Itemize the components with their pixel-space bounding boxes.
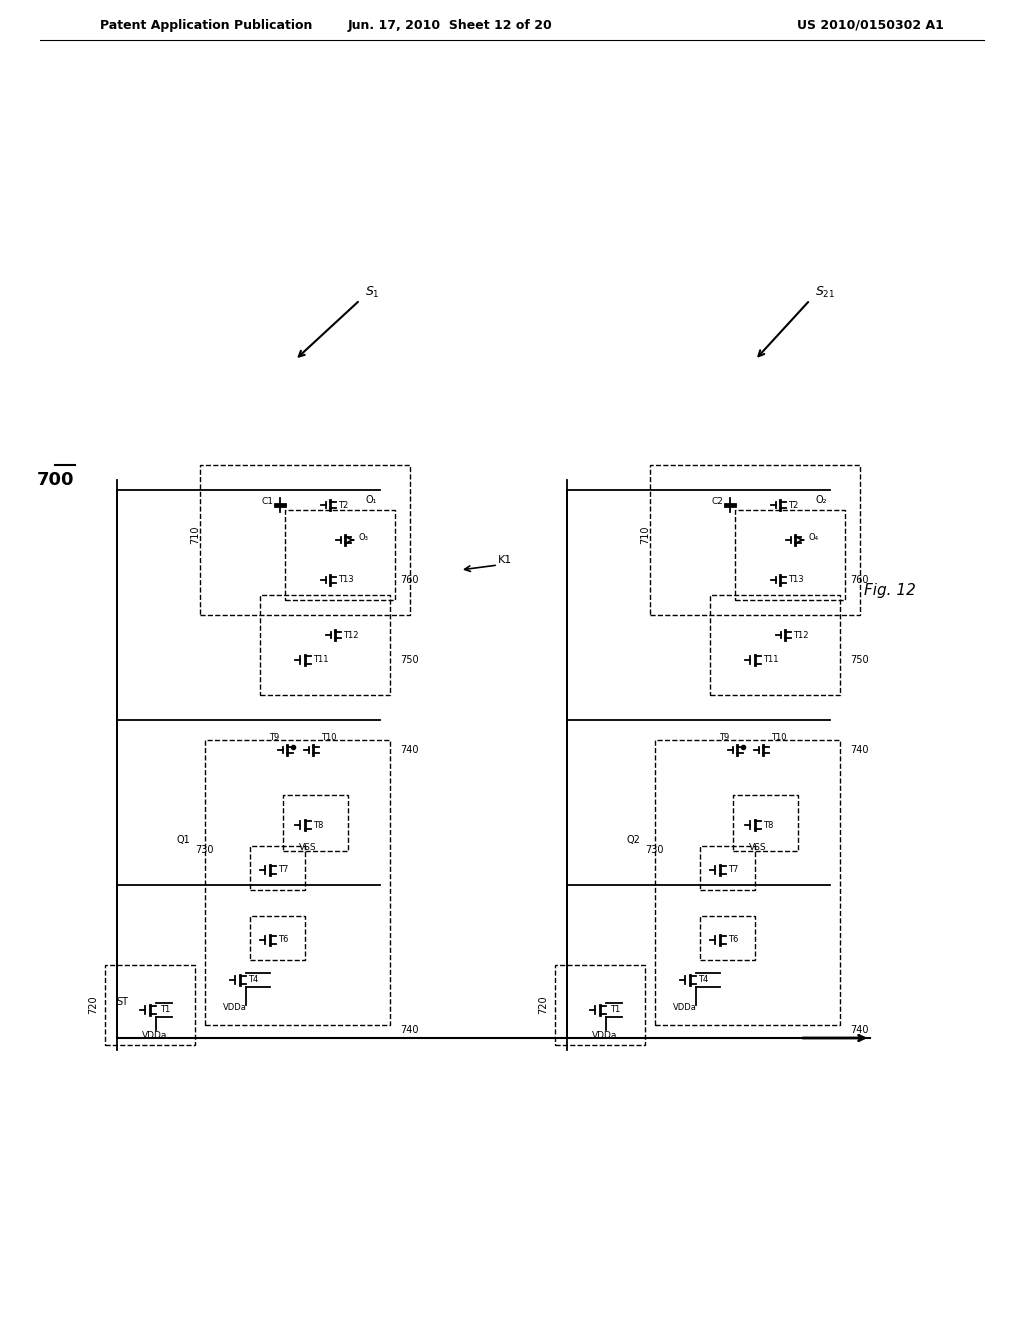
Text: 740: 740 xyxy=(400,1026,419,1035)
Text: 740: 740 xyxy=(850,1026,868,1035)
Text: VSS: VSS xyxy=(750,843,767,853)
Text: T11: T11 xyxy=(763,656,778,664)
Text: T13: T13 xyxy=(338,576,353,585)
Bar xyxy=(105,965,195,1045)
Bar xyxy=(250,916,305,960)
Text: T8: T8 xyxy=(313,821,324,829)
Text: 730: 730 xyxy=(195,845,213,855)
Text: T11: T11 xyxy=(313,656,329,664)
Text: T1: T1 xyxy=(160,1006,170,1015)
Text: 710: 710 xyxy=(640,525,650,544)
Text: T4: T4 xyxy=(248,975,258,985)
Text: VDDa: VDDa xyxy=(223,1003,247,1012)
Text: T8: T8 xyxy=(763,821,773,829)
Text: T7: T7 xyxy=(278,866,289,874)
Text: T9: T9 xyxy=(719,734,729,742)
Text: 700: 700 xyxy=(36,471,74,488)
Text: T6: T6 xyxy=(278,936,289,945)
Text: T1: T1 xyxy=(610,1006,621,1015)
Bar xyxy=(655,741,840,1026)
Text: VDDa: VDDa xyxy=(142,1031,168,1040)
Text: VDDa: VDDa xyxy=(673,1003,697,1012)
Bar xyxy=(700,846,755,890)
Text: T4: T4 xyxy=(698,975,709,985)
Text: 730: 730 xyxy=(645,845,664,855)
Text: Fig. 12: Fig. 12 xyxy=(864,582,915,598)
Bar xyxy=(260,595,390,696)
Text: T13: T13 xyxy=(788,576,804,585)
Text: 720: 720 xyxy=(538,995,548,1014)
Bar xyxy=(555,965,645,1045)
Text: US 2010/0150302 A1: US 2010/0150302 A1 xyxy=(797,18,943,32)
Text: $S_{21}$: $S_{21}$ xyxy=(815,284,836,300)
Text: 740: 740 xyxy=(850,744,868,755)
Text: C2: C2 xyxy=(711,496,723,506)
Text: Q2: Q2 xyxy=(626,836,640,845)
Bar xyxy=(650,465,860,615)
Bar xyxy=(733,795,798,851)
Text: O₄: O₄ xyxy=(808,533,818,543)
Text: T2: T2 xyxy=(338,500,348,510)
Text: T10: T10 xyxy=(321,734,337,742)
Text: ST: ST xyxy=(116,997,128,1007)
Text: 750: 750 xyxy=(850,655,868,665)
Text: T10: T10 xyxy=(771,734,786,742)
Text: C1: C1 xyxy=(261,496,273,506)
Text: Jun. 17, 2010  Sheet 12 of 20: Jun. 17, 2010 Sheet 12 of 20 xyxy=(347,18,552,32)
Bar xyxy=(735,510,845,601)
Bar xyxy=(283,795,348,851)
Text: 740: 740 xyxy=(400,744,419,755)
Text: T9: T9 xyxy=(269,734,280,742)
Bar xyxy=(200,465,410,615)
Text: Q1: Q1 xyxy=(176,836,190,845)
Bar xyxy=(710,595,840,696)
Text: VDDa: VDDa xyxy=(592,1031,617,1040)
Text: T2: T2 xyxy=(788,500,799,510)
Text: O₂: O₂ xyxy=(815,495,826,506)
Text: $S_1$: $S_1$ xyxy=(365,284,380,300)
Text: VSS: VSS xyxy=(299,843,316,853)
Bar xyxy=(700,916,755,960)
Text: 710: 710 xyxy=(190,525,200,544)
Text: 750: 750 xyxy=(400,655,419,665)
Text: T12: T12 xyxy=(793,631,809,639)
Bar xyxy=(250,846,305,890)
Text: 760: 760 xyxy=(400,576,419,585)
Bar xyxy=(285,510,395,601)
Text: O₃: O₃ xyxy=(358,533,368,543)
Text: 760: 760 xyxy=(850,576,868,585)
Text: T12: T12 xyxy=(343,631,358,639)
Text: T7: T7 xyxy=(728,866,738,874)
Text: T6: T6 xyxy=(728,936,738,945)
Text: K1: K1 xyxy=(498,554,512,565)
Text: O₁: O₁ xyxy=(365,495,377,506)
Text: Patent Application Publication: Patent Application Publication xyxy=(100,18,312,32)
Text: 720: 720 xyxy=(88,995,98,1014)
Bar xyxy=(205,741,390,1026)
